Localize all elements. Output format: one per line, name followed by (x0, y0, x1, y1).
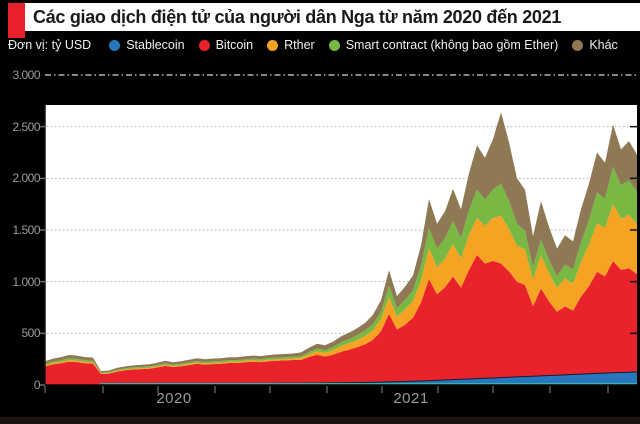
area-bitcoin (45, 254, 637, 385)
y-axis-label: 3.000 (12, 68, 40, 82)
bitcoin-swatch-icon (198, 39, 210, 51)
legend-label: Khác (589, 38, 618, 52)
legend-item-stablecoin: Stablecoin (109, 38, 185, 52)
unit-label: Đơn vị: tỷ USD (8, 38, 92, 52)
title-bar (25, 3, 640, 31)
legend: Đơn vị: tỷ USD Stablecoin Bitcoin Rther … (8, 34, 638, 56)
y-axis-label: 1.500 (12, 223, 40, 237)
legend-label: Stablecoin (126, 38, 185, 52)
y-axis-label: 1.000 (12, 274, 40, 289)
legend-label: Smart contract (không bao gồm Ether) (345, 38, 559, 52)
area-smart-contract (45, 166, 637, 374)
khac-swatch-icon (572, 39, 584, 51)
accent-bar (8, 3, 25, 38)
area-ether (45, 204, 637, 374)
stablecoin-swatch-icon (109, 39, 121, 51)
y-axis-label: 0 (33, 378, 41, 392)
x-axis-label: 2021 (393, 390, 429, 407)
ether-swatch-icon (267, 39, 279, 51)
smart-contract-swatch-icon (328, 39, 340, 51)
area-stablecoin (45, 371, 637, 385)
y-axis-label: 2.000 (12, 171, 40, 186)
legend-label: Rther (284, 38, 315, 52)
legend-label: Bitcoin (215, 38, 254, 52)
footer-bar (0, 417, 640, 424)
x-axis-label: 2020 (156, 390, 192, 407)
y-axis-label: 2.500 (12, 119, 40, 134)
page-title: Các giao dịch điện tử của người dân Nga … (33, 7, 562, 27)
legend-item-bitcoin: Bitcoin (198, 38, 254, 52)
legend-item-ether: Rther (267, 38, 315, 52)
area-khac (45, 112, 637, 373)
legend-item-khac: Khác (572, 38, 618, 52)
legend-item-smart-contract: Smart contract (không bao gồm Ether) (328, 38, 559, 52)
y-axis-label: 500 (21, 326, 40, 341)
